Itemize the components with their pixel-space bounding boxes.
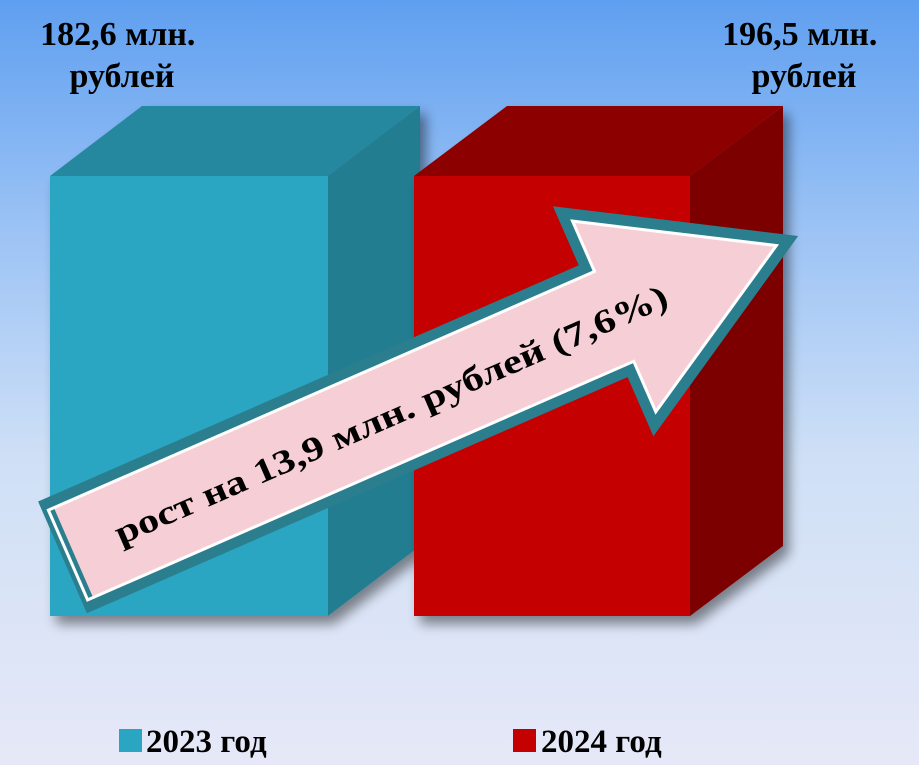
value-label-2023-line1: 182,6 млн. xyxy=(40,16,195,53)
legend-label-2023: 2023 год xyxy=(146,724,267,760)
legend-swatch-2024 xyxy=(513,729,536,752)
value-label-2024-line2: рублей xyxy=(752,58,857,95)
bar-2023-top xyxy=(50,106,420,176)
legend-label-2024: 2024 год xyxy=(541,724,662,760)
value-label-2023: 182,6 млн. рублей xyxy=(40,16,204,95)
bar-2024-top xyxy=(414,106,783,176)
value-label-2024-line1: 196,5 млн. xyxy=(722,16,877,53)
legend-swatch-2023 xyxy=(119,729,142,752)
value-label-2024: 196,5 млн. рублей xyxy=(722,16,886,95)
growth-arrow-inner-outline xyxy=(46,219,780,602)
legend: 2023 год 2024 год xyxy=(119,724,662,760)
growth-arrow-shape xyxy=(38,206,799,614)
value-label-2023-line2: рублей xyxy=(70,58,175,95)
